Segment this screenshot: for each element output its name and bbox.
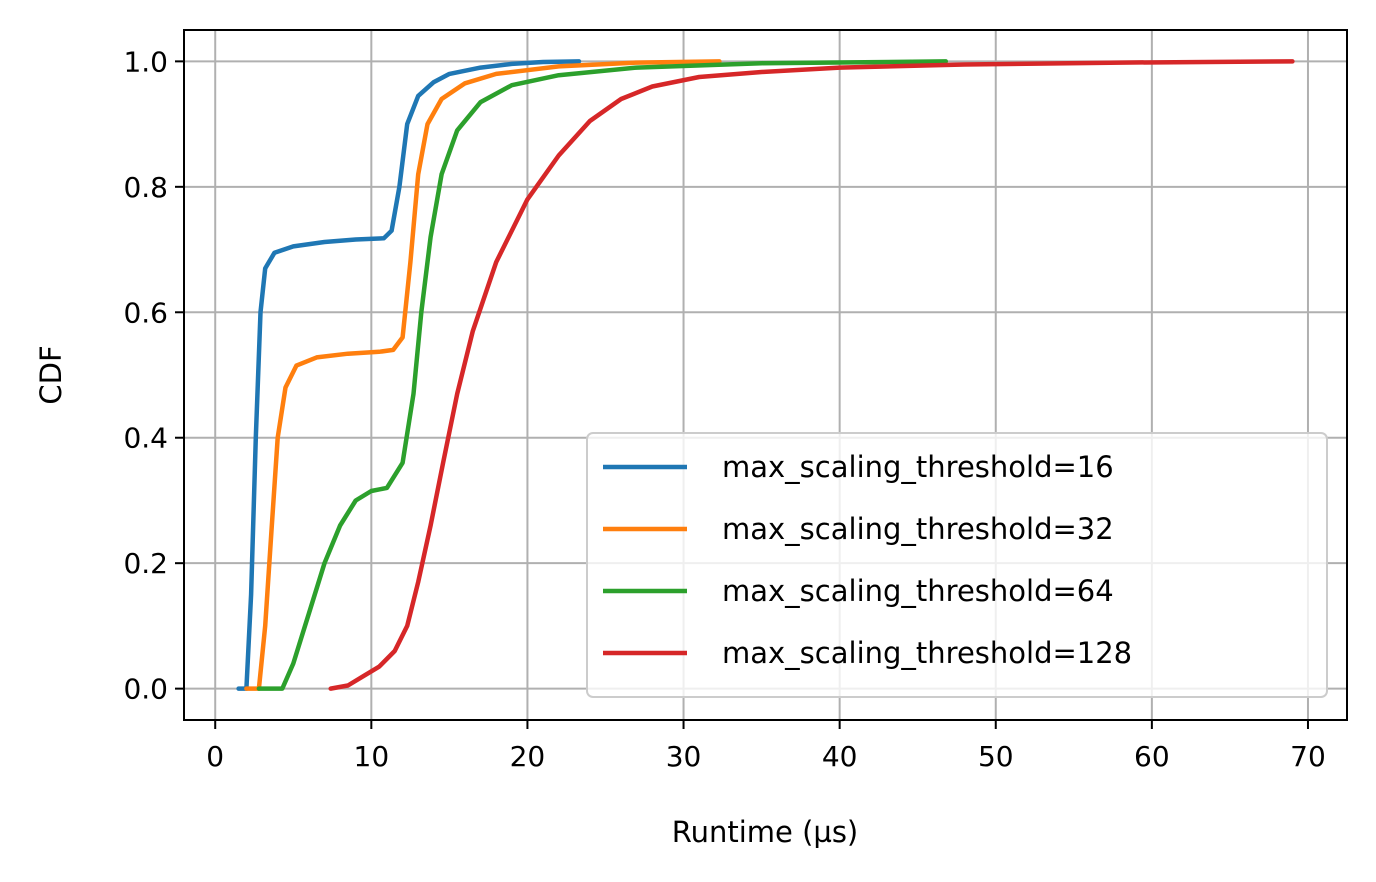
- legend-label-3: max_scaling_threshold=64: [722, 574, 1114, 608]
- legend-label-2: max_scaling_threshold=32: [722, 512, 1114, 546]
- axis-ticks: 0 10 20 30 40 50 60 70 0.0 0.2 0.4 0.6 0.8 1.0: [123, 45, 1325, 773]
- series-line-2: [244, 59, 722, 691]
- series-lines: [236, 59, 1295, 691]
- legend-label-1: max_scaling_threshold=16: [722, 450, 1114, 484]
- series-line-4: [328, 59, 1295, 691]
- x-tick-label: 20: [510, 740, 546, 773]
- x-tick-label: 40: [822, 740, 858, 773]
- legend-label-4: max_scaling_threshold=128: [722, 636, 1132, 670]
- y-tick-label: 0.4: [123, 422, 168, 455]
- legend: max_scaling_threshold=16 max_scaling_thre…: [586, 432, 1328, 698]
- x-tick-label: 70: [1290, 740, 1326, 773]
- y-tick-label: 1.0: [123, 45, 168, 78]
- plot-frame: [183, 29, 1348, 721]
- legend-box: [586, 432, 1328, 698]
- series-line-1: [236, 59, 582, 691]
- y-tick-label: 0.0: [123, 673, 168, 706]
- y-tick-label: 0.6: [123, 296, 168, 329]
- x-tick-label: 60: [1134, 740, 1170, 773]
- x-tick-label: 50: [978, 740, 1014, 773]
- x-tick-label: 0: [206, 740, 224, 773]
- series-line-3: [256, 59, 949, 691]
- x-tick-label: 10: [354, 740, 390, 773]
- y-axis-label: CDF: [34, 345, 68, 404]
- x-tick-label: 30: [666, 740, 702, 773]
- y-tick-label: 0.8: [123, 171, 168, 204]
- x-axis-label: Runtime (µs): [672, 815, 859, 849]
- y-tick-label: 0.2: [123, 547, 168, 580]
